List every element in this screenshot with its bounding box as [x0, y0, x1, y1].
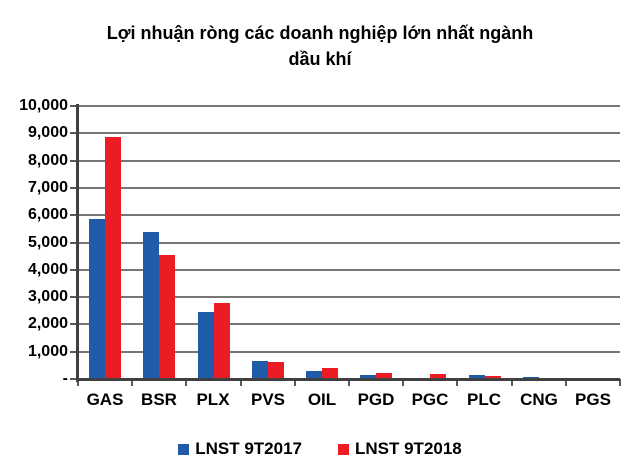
legend-item-lnst-9t2017: LNST 9T2017 — [178, 439, 302, 459]
bar-lnst-9t2018-oil — [322, 368, 338, 379]
gridline-1000 — [78, 350, 620, 353]
x-axis-line — [76, 378, 620, 381]
x-axis-tick — [619, 379, 621, 386]
x-axis-label-pgd: PGD — [357, 390, 395, 409]
y-axis-tick — [70, 241, 78, 244]
x-axis-tick — [185, 379, 187, 386]
bar-lnst-9t2018-pgc — [430, 374, 446, 379]
x-axis-tick — [131, 379, 133, 386]
y-axis-tick — [70, 378, 78, 380]
x-axis-label-pvs: PVS — [250, 390, 286, 409]
bar-lnst-9t2017-gas — [89, 219, 105, 379]
legend-label-lnst-9t2018: LNST 9T2018 — [355, 439, 462, 458]
legend-label-lnst-9t2017: LNST 9T2017 — [195, 439, 302, 458]
y-axis-label: 6,000 — [27, 206, 68, 224]
x-axis-tick — [348, 379, 350, 386]
x-axis-label-pgs: PGS — [575, 390, 611, 409]
chart-title: Lợi nhuận ròng các doanh nghiệp lớn nhất… — [106, 23, 534, 69]
y-axis-label: 9,000 — [27, 124, 68, 142]
y-axis-label: 3,000 — [27, 288, 68, 306]
legend-item-lnst-9t2018: LNST 9T2018 — [338, 439, 462, 459]
gridline-7000 — [78, 186, 620, 189]
x-axis-label-cng: CNG — [520, 390, 558, 409]
y-axis-tick — [70, 350, 78, 353]
x-axis-tick — [456, 379, 458, 386]
y-axis-label: 1,000 — [27, 342, 68, 360]
bar-lnst-9t2017-pgd — [360, 375, 376, 379]
x-axis-label-oil: OIL — [307, 390, 337, 409]
y-axis-label: 2,000 — [27, 315, 68, 333]
gridline-6000 — [78, 214, 620, 217]
gridline-10000 — [78, 105, 620, 107]
x-axis-tick — [565, 379, 567, 386]
y-axis-tick — [70, 323, 78, 326]
y-axis-tick — [70, 268, 78, 271]
bar-lnst-9t2017-plc — [469, 375, 485, 379]
y-axis-label: 4,000 — [27, 260, 68, 278]
x-axis-label-plx: PLX — [196, 390, 230, 409]
gridline-3000 — [78, 296, 620, 299]
gridline-2000 — [78, 323, 620, 326]
bar-lnst-9t2018-bsr — [159, 255, 175, 379]
bar-lnst-9t2018-pgd — [376, 373, 392, 379]
x-axis-label-plc: PLC — [467, 390, 501, 409]
gridline-4000 — [78, 268, 620, 271]
y-axis-label: 5,000 — [27, 233, 68, 251]
x-axis-tick — [77, 379, 79, 386]
y-axis-label: 10,000 — [19, 97, 68, 114]
y-axis-label: 7,000 — [27, 178, 68, 196]
y-axis-tick — [70, 132, 78, 135]
bar-lnst-9t2017-oil — [306, 371, 322, 379]
y-axis-label: 8,000 — [27, 151, 68, 169]
gridline-5000 — [78, 241, 620, 244]
bar-lnst-9t2017-plx — [198, 312, 214, 379]
y-axis-tick — [70, 159, 78, 162]
y-axis-tick — [70, 296, 78, 299]
x-axis-tick — [511, 379, 513, 386]
y-axis-tick — [70, 214, 78, 217]
y-axis-line — [76, 104, 79, 382]
bar-lnst-9t2017-pvs — [252, 361, 268, 379]
bar-lnst-9t2018-plc — [485, 376, 501, 379]
x-axis-tick — [294, 379, 296, 386]
legend-swatch-red-icon — [338, 443, 349, 455]
x-axis-tick — [240, 379, 242, 386]
y-axis-tick — [70, 105, 78, 107]
bar-lnst-9t2018-plx — [214, 303, 230, 379]
bar-lnst-9t2018-pvs — [268, 362, 284, 379]
y-axis-tick — [70, 186, 78, 189]
x-axis-tick — [402, 379, 404, 386]
gridline-9000 — [78, 132, 620, 135]
x-axis-label-pgc: PGC — [411, 390, 449, 409]
bar-lnst-9t2017-bsr — [143, 232, 159, 379]
gridline-8000 — [78, 159, 620, 162]
bar-lnst-9t2018-gas — [105, 137, 121, 379]
legend-swatch-blue-icon — [178, 443, 190, 455]
x-axis-label-gas: GAS — [86, 390, 124, 409]
x-axis-label-bsr: BSR — [141, 390, 177, 409]
legend: LNST 9T2017 LNST 9T2018 — [0, 439, 640, 459]
y-axis-label: - — [62, 370, 68, 387]
